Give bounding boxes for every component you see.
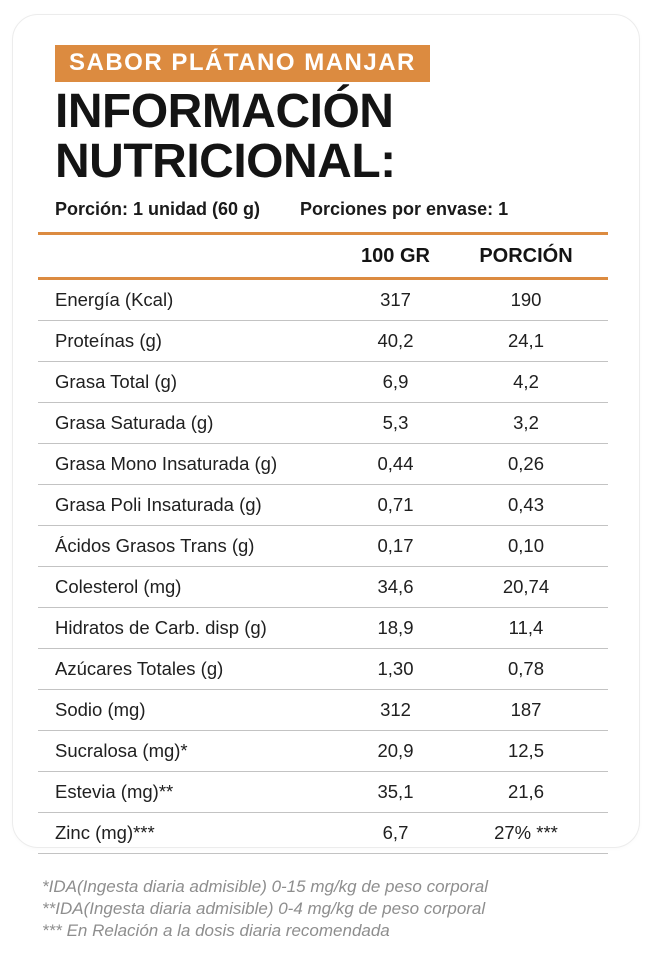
servings-per-container-text: Porciones por envase: 1: [300, 199, 509, 220]
flavor-badge: SABOR PLÁTANO MANJAR: [55, 45, 430, 83]
value-per-100g: 6,9: [382, 371, 409, 393]
nutrient-label: Sucralosa (mg)*: [55, 740, 188, 762]
nutrient-label: Energía (Kcal): [55, 289, 174, 311]
nutrient-label: Grasa Mono Insaturada (g): [55, 453, 278, 475]
value-per-100g: 0,17: [377, 535, 414, 557]
value-per-portion: 4,2: [513, 371, 539, 393]
header-100gr-column: 100 GR: [361, 244, 430, 267]
value-per-100g: 1,30: [377, 658, 414, 680]
card-outline: [12, 14, 640, 848]
footnote-text: *IDA(Ingesta diaria admisible) 0-15 mg/k…: [42, 877, 489, 897]
value-per-100g: 317: [380, 289, 411, 311]
table-row: Grasa Poli Insaturada (g) 0,71 0,43: [38, 485, 608, 527]
value-per-100g: 35,1: [377, 781, 414, 803]
value-per-portion: 11,4: [508, 617, 544, 639]
value-per-portion: 12,5: [507, 740, 544, 762]
value-per-portion: 0,43: [507, 494, 544, 516]
nutrition-table: 100 GR PORCIÓN Energía (Kcal) 317 190 Pr…: [38, 232, 608, 855]
table-header-row: 100 GR PORCIÓN: [38, 232, 608, 281]
value-per-100g: 0,44: [377, 453, 414, 475]
value-per-portion: 187: [510, 699, 542, 721]
value-per-100g: 18,9: [377, 617, 414, 639]
nutrient-label: Estevia (mg)**: [55, 781, 174, 803]
value-per-portion: 0,26: [507, 453, 544, 475]
page-title-line1: INFORMACIÓN: [55, 85, 394, 139]
table-row: Hidratos de Carb. disp (g) 18,9 11,4: [38, 608, 608, 650]
value-per-portion: 3,2: [513, 412, 539, 434]
table-row: Sodio (mg) 312 187: [38, 690, 608, 732]
value-per-portion: 24,1: [507, 330, 544, 352]
table-row: Grasa Saturada (g) 5,3 3,2: [38, 403, 608, 445]
value-per-portion: 0,78: [507, 658, 544, 680]
portion-size-text: Porción: 1 unidad (60 g): [55, 199, 261, 220]
page-title-line2: NUTRICIONAL:: [55, 135, 396, 189]
value-per-100g: 40,2: [377, 330, 414, 352]
serving-info: Porción: 1 unidad (60 g) Porciones por e…: [55, 199, 658, 220]
value-per-portion: 190: [510, 289, 542, 311]
footnotes: *IDA(Ingesta diaria admisible) 0-15 mg/k…: [42, 876, 658, 941]
table-row: Colesterol (mg) 34,6 20,74: [38, 567, 608, 609]
nutrient-label: Hidratos de Carb. disp (g): [55, 617, 267, 639]
value-per-portion: 20,74: [502, 576, 550, 598]
table-row: Energía (Kcal) 317 190: [38, 280, 608, 322]
value-per-portion: 21,6: [507, 781, 544, 803]
value-per-portion: 27% ***: [494, 822, 558, 844]
nutrient-label: Azúcares Totales (g): [55, 658, 224, 680]
footnote-line: *** En Relación a la dosis diaria recome…: [42, 920, 658, 942]
footnote-text: *** En Relación a la dosis diaria recome…: [42, 920, 390, 940]
value-per-100g: 5,3: [382, 412, 409, 434]
nutrient-label: Ácidos Grasos Trans (g): [55, 535, 255, 557]
page-title: INFORMACIÓN NUTRICIONAL:: [55, 87, 658, 187]
table-row: Zinc (mg)*** 6,7 27% ***: [38, 813, 608, 855]
nutrient-label: Proteínas (g): [55, 330, 162, 352]
footnote-line: **IDA(Ingesta diaria admisible) 0-4 mg/k…: [42, 898, 658, 920]
footnote-line: *IDA(Ingesta diaria admisible) 0-15 mg/k…: [42, 876, 658, 898]
value-per-100g: 0,71: [377, 494, 414, 516]
table-row: Estevia (mg)** 35,1 21,6: [38, 772, 608, 814]
table-row: Ácidos Grasos Trans (g) 0,17 0,10: [38, 526, 608, 568]
table-row: Proteínas (g) 40,2 24,1: [38, 321, 608, 363]
value-per-100g: 312: [380, 699, 411, 721]
footnote-text: **IDA(Ingesta diaria admisible) 0-4 mg/k…: [42, 898, 486, 918]
value-per-portion: 0,10: [507, 535, 544, 557]
table-body: Energía (Kcal) 317 190 Proteínas (g) 40,…: [38, 280, 608, 855]
nutrient-label: Sodio (mg): [55, 699, 146, 721]
table-row: Sucralosa (mg)* 20,9 12,5: [38, 731, 608, 773]
nutrient-label: Grasa Saturada (g): [55, 412, 214, 434]
value-per-100g: 20,9: [377, 740, 414, 762]
value-per-100g: 6,7: [382, 822, 409, 844]
table-row: Grasa Total (g) 6,9 4,2: [38, 362, 608, 404]
nutrient-label: Grasa Total (g): [55, 371, 178, 393]
nutrient-label: Grasa Poli Insaturada (g): [55, 494, 262, 516]
header-porcion-column: PORCIÓN: [479, 244, 573, 267]
table-row: Azúcares Totales (g) 1,30 0,78: [38, 649, 608, 691]
value-per-100g: 34,6: [377, 576, 414, 598]
table-row: Grasa Mono Insaturada (g) 0,44 0,26: [38, 444, 608, 486]
nutrient-label: Colesterol (mg): [55, 576, 182, 598]
nutrient-label: Zinc (mg)***: [55, 822, 155, 844]
